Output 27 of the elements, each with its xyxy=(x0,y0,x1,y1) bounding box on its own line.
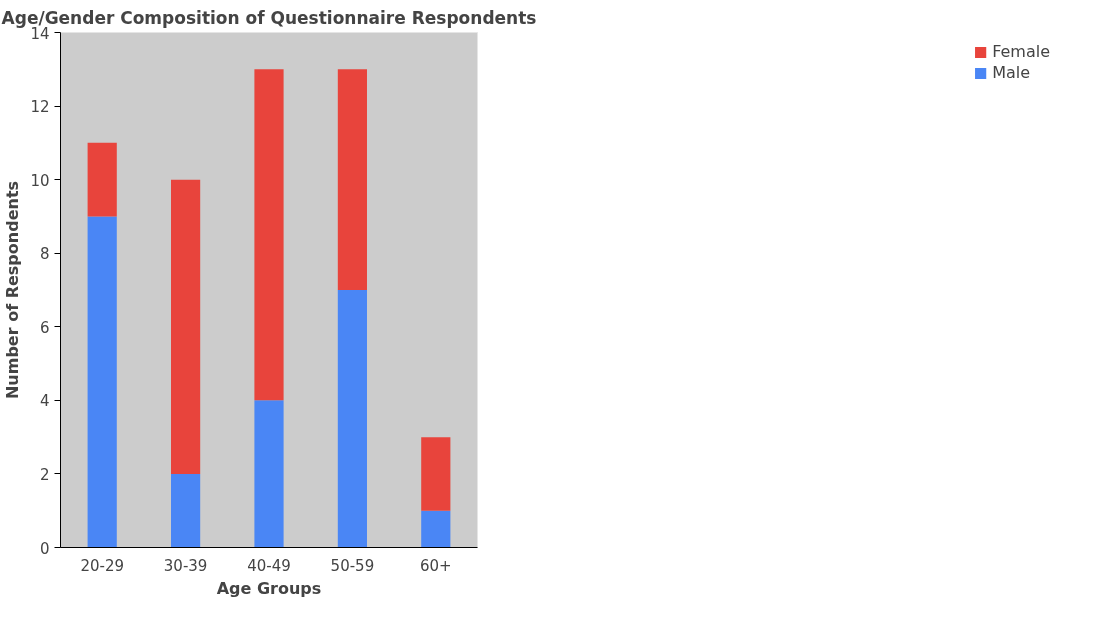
bar xyxy=(171,473,201,548)
chart-title: Age/Gender Composition of Questionnaire Respondents xyxy=(1,7,537,28)
y-tick-label: 6 xyxy=(39,318,50,337)
x-axis-title: Age Groups xyxy=(216,578,322,598)
bar xyxy=(337,69,367,290)
bar xyxy=(254,400,284,548)
y-tick-label: 10 xyxy=(30,171,50,190)
x-tick-label: 60+ xyxy=(419,556,452,575)
x-tick-label: 40-49 xyxy=(247,556,291,575)
bar xyxy=(171,179,201,474)
legend-label: Male xyxy=(992,63,1031,82)
legend-label: Female xyxy=(992,42,1050,61)
x-tick-label: 30-39 xyxy=(163,556,208,575)
bar xyxy=(87,216,117,548)
x-tick-label: 50-59 xyxy=(330,556,375,575)
y-tick-label: 2 xyxy=(39,465,50,484)
y-axis-title: Number of Respondents xyxy=(3,180,23,400)
y-tick-label: 8 xyxy=(39,245,50,264)
bar xyxy=(87,142,117,217)
bar xyxy=(421,510,451,548)
bar xyxy=(254,69,284,401)
y-tick-label: 4 xyxy=(39,392,50,411)
bar xyxy=(421,437,451,511)
bar xyxy=(337,290,367,548)
y-tick-label: 0 xyxy=(39,539,50,558)
x-tick-label: 20-29 xyxy=(80,556,124,575)
y-tick-label: 12 xyxy=(30,98,50,117)
